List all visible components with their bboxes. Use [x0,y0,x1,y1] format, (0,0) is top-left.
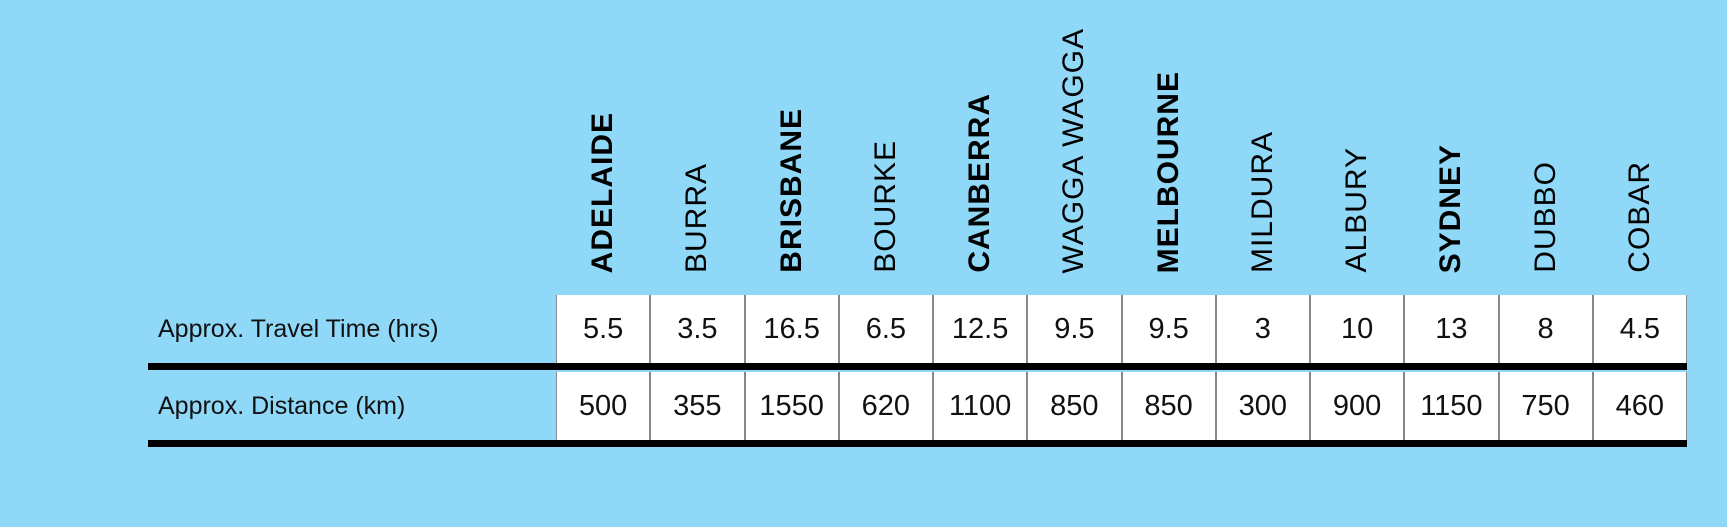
value-cell: 9.5 [1027,295,1122,363]
value-cell: 900 [1310,372,1405,440]
column-header: MELBOURNE [1122,0,1216,273]
column-header: WAGGA WAGGA [1027,0,1121,273]
column-header: CANBERRA [933,0,1027,273]
row-rule [148,440,1687,447]
city-name: BRISBANE [774,108,808,273]
value-cell: 1100 [933,372,1028,440]
value-cell: 6.5 [838,295,933,363]
city-name: CANBERRA [963,93,997,273]
city-name: BURRA [680,162,714,273]
column-header: SYDNEY [1404,0,1498,273]
value-cell: 4.5 [1592,295,1687,363]
value-cell: 620 [838,372,933,440]
city-name: ALBURY [1340,147,1374,273]
column-header: BURRA [650,0,744,273]
city-name: MELBOURNE [1151,70,1185,273]
column-header: ADELAIDE [556,0,650,273]
value-cell: 12.5 [933,295,1028,363]
value-cell: 460 [1592,372,1687,440]
value-cell: 500 [556,372,651,440]
value-cell: 5.5 [556,295,651,363]
value-cell: 10 [1310,295,1405,363]
value-cell: 16.5 [744,295,839,363]
column-header: DUBBO [1499,0,1593,273]
city-name: COBAR [1622,161,1656,273]
column-header: MILDURA [1216,0,1310,273]
row-label: Approx. Travel Time (hrs) [158,314,439,343]
city-name: BOURKE [868,140,902,273]
value-cell: 13 [1404,295,1499,363]
value-cell: 355 [650,372,745,440]
value-cell: 9.5 [1121,295,1216,363]
column-header: ALBURY [1310,0,1404,273]
city-name: ADELAIDE [586,111,620,273]
row-label: Approx. Distance (km) [158,391,406,420]
city-name: SYDNEY [1434,143,1468,273]
value-cell: 850 [1121,372,1216,440]
value-cell: 3.5 [650,295,745,363]
city-name: WAGGA WAGGA [1057,27,1091,273]
value-cell: 1150 [1404,372,1499,440]
value-cell: 300 [1215,372,1310,440]
column-header: BRISBANE [745,0,839,273]
city-name: MILDURA [1245,130,1279,273]
value-cell: 750 [1498,372,1593,440]
column-header: BOURKE [839,0,933,273]
value-cell: 8 [1498,295,1593,363]
value-cell: 3 [1215,295,1310,363]
value-cell: 850 [1027,372,1122,440]
value-cell: 1550 [744,372,839,440]
row-rule [148,363,1687,370]
city-name: DUBBO [1528,161,1562,273]
column-header: COBAR [1593,0,1687,273]
